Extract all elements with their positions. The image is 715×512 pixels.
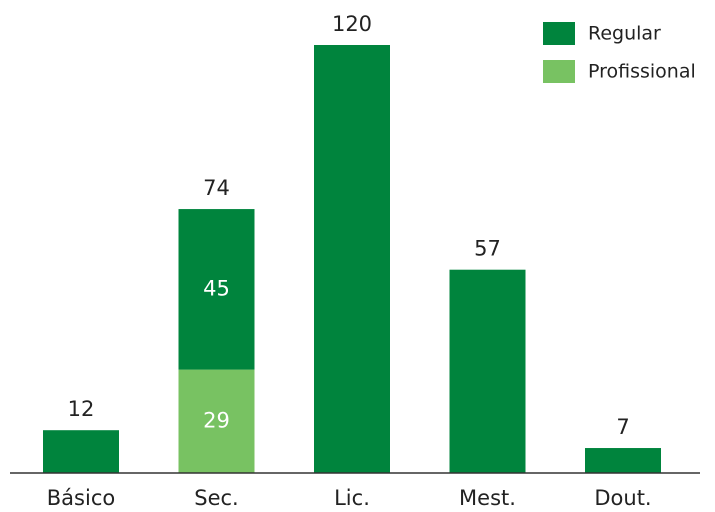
segment-label: 45: [203, 276, 230, 300]
legend-text: Profissional: [588, 61, 696, 83]
legend-swatch: [543, 60, 575, 83]
total-label: 57: [474, 237, 501, 261]
total-label: 74: [203, 176, 230, 200]
x-tick-label: Mest.: [459, 486, 516, 510]
legend-swatch: [543, 22, 575, 45]
bar-segment: [178, 369, 255, 473]
legend-text: Regular: [588, 23, 661, 45]
total-label: 12: [68, 397, 95, 421]
bar-segment: [178, 209, 255, 370]
total-label: 7: [616, 415, 629, 439]
x-tick-label: Sec.: [194, 486, 238, 510]
x-tick-label: Básico: [47, 486, 115, 510]
x-tick-label: Dout.: [594, 486, 651, 510]
bar-segment: [585, 448, 661, 473]
total-label: 120: [332, 12, 372, 36]
x-tick-label: Lic.: [334, 486, 370, 510]
segment-label: 29: [203, 408, 230, 432]
bar-segment: [43, 430, 119, 473]
bar-segment: [314, 45, 390, 473]
bar-segment: [449, 269, 526, 473]
